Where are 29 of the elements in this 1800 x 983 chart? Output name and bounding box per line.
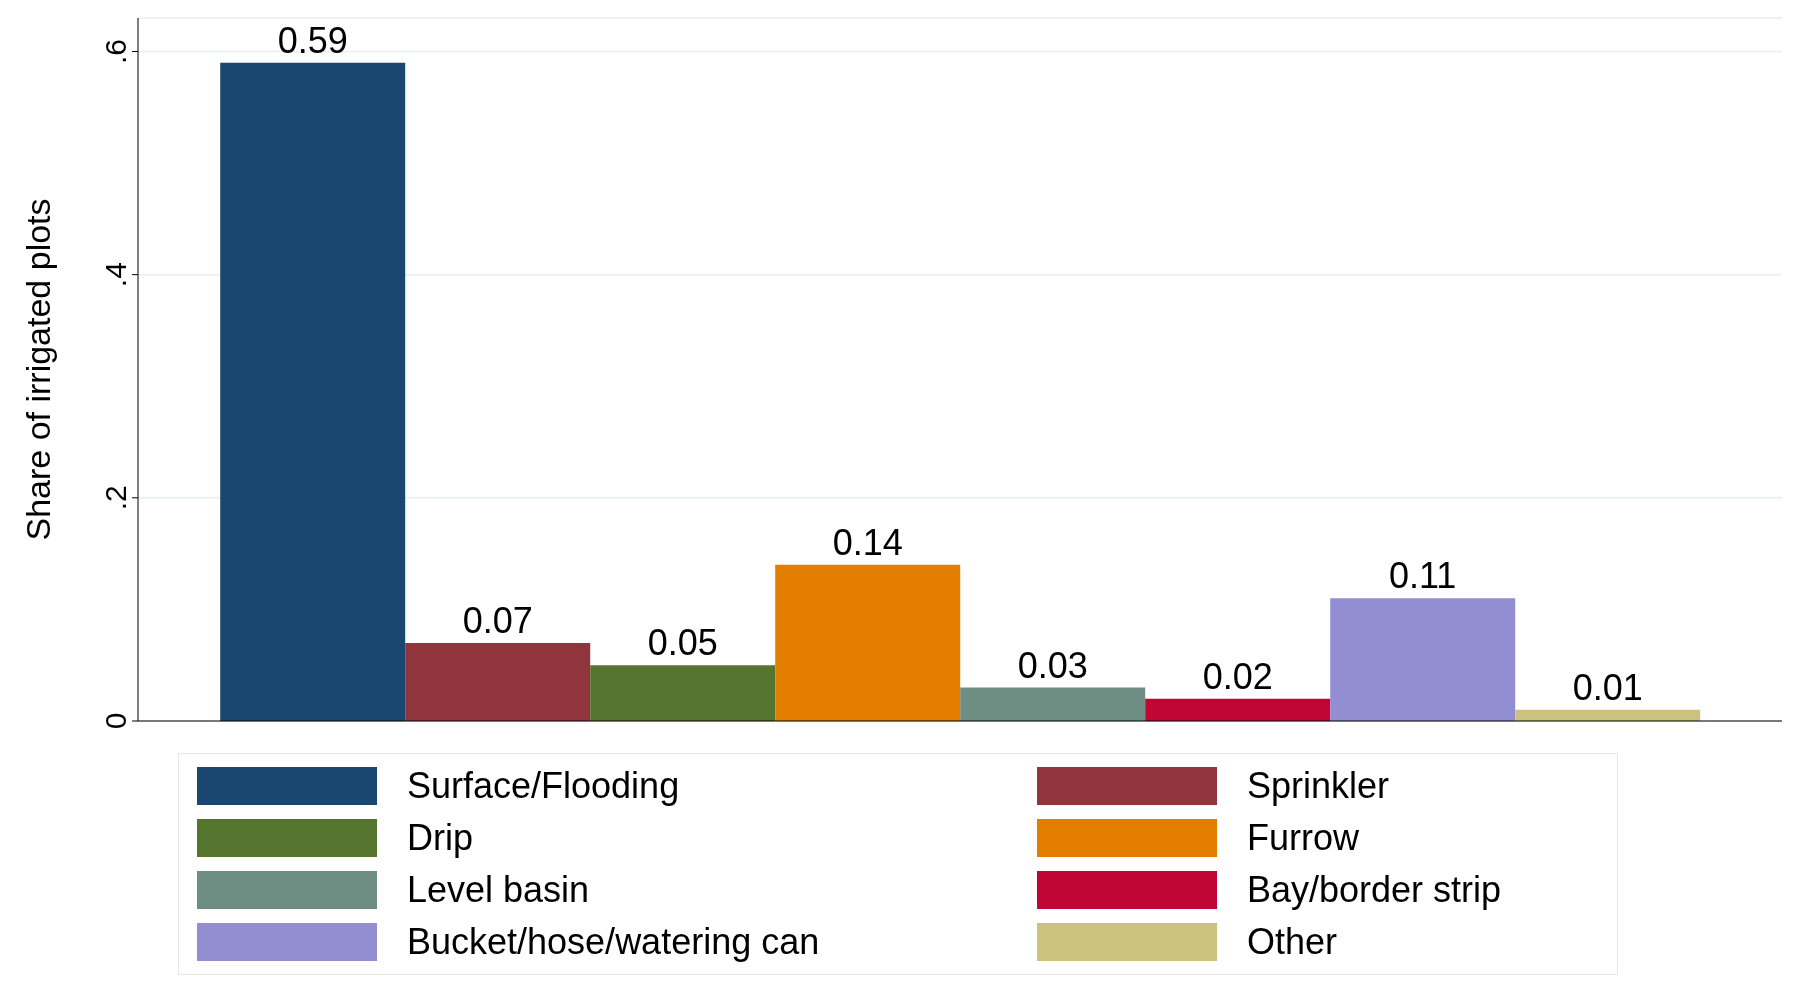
legend-label: Level basin xyxy=(407,869,590,911)
data-label: 0.11 xyxy=(1389,555,1457,597)
y-tick-label: .4 xyxy=(99,262,132,288)
bar xyxy=(405,642,591,721)
legend-label: Bay/border strip xyxy=(1247,869,1502,911)
legend-label: Furrow xyxy=(1247,817,1360,859)
data-label: 0.01 xyxy=(1572,666,1643,708)
bar xyxy=(960,687,1146,721)
y-axis-title: Share of irrigated plots xyxy=(19,198,58,541)
data-label: 0.59 xyxy=(277,19,348,61)
legend-label: Sprinkler xyxy=(1247,765,1390,807)
y-tick-label: 0 xyxy=(99,712,132,730)
bar xyxy=(1330,598,1516,721)
bar xyxy=(775,564,961,721)
data-label: 0.07 xyxy=(462,599,533,641)
legend-label: Other xyxy=(1247,921,1338,963)
data-label: 0.03 xyxy=(1017,644,1088,686)
y-tick-label: .2 xyxy=(99,485,132,511)
bar xyxy=(1515,709,1701,721)
legend-label: Drip xyxy=(407,817,474,859)
legend-label: Surface/Flooding xyxy=(407,765,680,807)
data-label: 0.02 xyxy=(1202,655,1273,697)
legend-label: Bucket/hose/watering can xyxy=(407,921,820,963)
bar xyxy=(1145,698,1331,721)
y-tick-label: .6 xyxy=(99,38,132,64)
data-label: 0.14 xyxy=(832,521,903,563)
bar xyxy=(590,665,776,721)
bar xyxy=(220,62,406,721)
data-label: 0.05 xyxy=(647,622,718,664)
